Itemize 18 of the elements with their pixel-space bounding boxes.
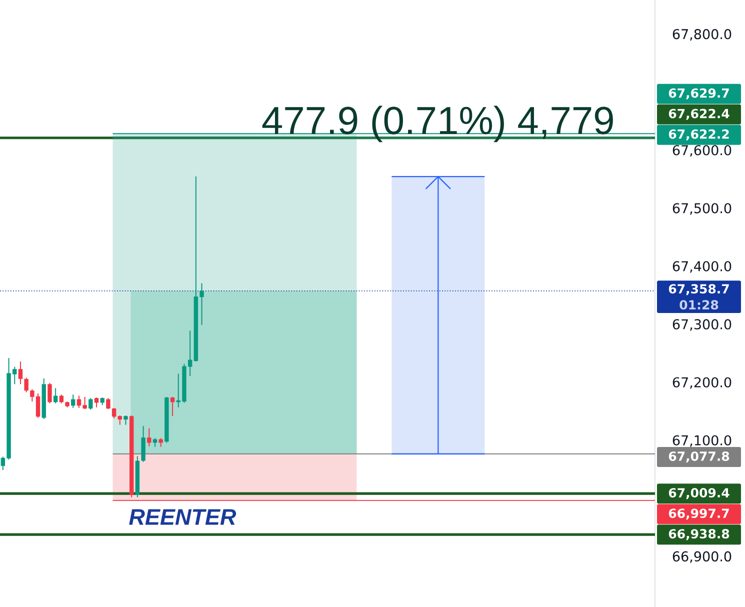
y-tick-label: 67,800.0	[672, 29, 732, 41]
ref-line-label: 67,629.7	[668, 88, 729, 100]
text: 01:28	[680, 300, 718, 310]
y-tick-label: 67,200.0	[672, 377, 732, 389]
ref-line-label: 66,938.8	[668, 529, 730, 540]
y-tick-label: 66,900.0	[672, 551, 732, 563]
y-tick-label: 67,600.0	[672, 145, 732, 157]
ref-line-label: 67,009.4	[668, 488, 730, 500]
ref-line-label: 67,622.4	[668, 108, 730, 120]
annotation: REENTER	[129, 509, 236, 525]
ref-line-label: 66,997.7	[668, 508, 729, 520]
ref-line-label: 67,077.8	[668, 451, 730, 463]
y-tick-label: 67,100.0	[672, 435, 732, 447]
y-tick-label: 67,300.0	[672, 319, 732, 331]
y-tick-label: 67,500.0	[672, 203, 732, 215]
y-tick-label: 67,400.0	[672, 261, 732, 273]
ref-line-label: 67,358.7	[668, 284, 729, 296]
ref-line-label: 67,622.2	[668, 129, 729, 140]
